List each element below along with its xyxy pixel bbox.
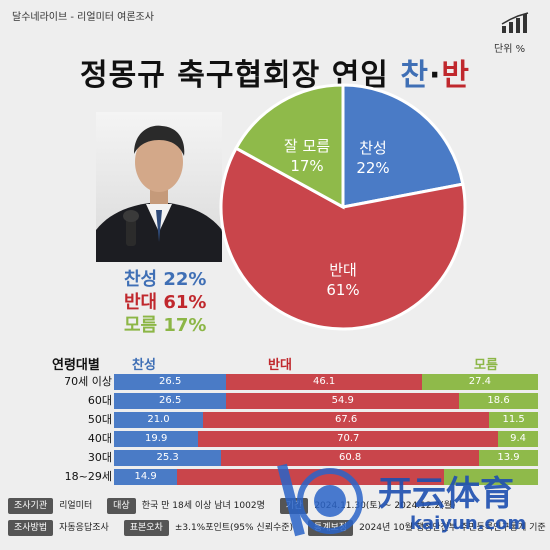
bar-segment-unk: 11.5 xyxy=(489,412,538,428)
bar-chart-icon xyxy=(501,12,529,33)
pie-slice-label: 반대 xyxy=(329,261,357,279)
age-label: 18~29세 xyxy=(64,470,112,483)
age-label: 70세 이상 xyxy=(64,375,112,388)
pie-slice-value: 17% xyxy=(290,157,323,175)
summary-block: 찬성 22% 반대 61% 모름 17% xyxy=(124,268,206,337)
pie-slice-label: 찬성 xyxy=(359,139,387,157)
bar-segment-con: 54.9 xyxy=(226,393,460,409)
portrait-photo xyxy=(96,112,222,262)
title-separator: · xyxy=(428,58,442,93)
age-label: 40대 xyxy=(87,432,112,445)
watermark-logo: 开云体育 kaiyun.com xyxy=(277,463,526,537)
pie-slice-value: 61% xyxy=(326,281,359,299)
age-row: 50대 21.0 67.6 11.5 xyxy=(0,412,550,428)
series-header-con: 반대 xyxy=(268,358,292,373)
age-row: 40대 19.9 70.7 9.4 xyxy=(0,431,550,447)
pie-slice-label: 잘 모름 xyxy=(284,137,330,155)
footer-value: 2024년 10월 행정안전부 주민등록인구통계 기준 xyxy=(359,523,546,533)
summary-unknown: 모름 17% xyxy=(124,315,207,336)
footer-value: 한국 만 18세 이상 남녀 1002명 xyxy=(141,501,265,511)
unit-label: 단위 % xyxy=(494,44,526,55)
bar-segment-pro: 21.0 xyxy=(114,412,203,428)
bar-segment-pro: 26.5 xyxy=(114,374,227,390)
age-group-header: 연령대별 xyxy=(52,358,100,373)
summary-con: 반대 61% xyxy=(124,292,207,313)
bar-track: 19.9 70.7 9.4 xyxy=(114,431,538,447)
bar-segment-pro: 19.9 xyxy=(114,431,199,447)
bar-segment-unk: 18.6 xyxy=(459,393,538,409)
bar-segment-pro: 14.9 xyxy=(114,469,178,485)
title-pro-word: 찬 xyxy=(400,58,429,93)
title-con-word: 반 xyxy=(441,58,470,93)
bar-segment-unk: 13.9 xyxy=(479,450,538,466)
footer-value: 리얼미터 xyxy=(59,501,93,511)
age-label: 50대 xyxy=(87,413,112,426)
footer-tag: 조사방법 xyxy=(8,520,54,536)
bar-segment-con: 60.8 xyxy=(221,450,480,466)
footer-value: 자동응답조사 xyxy=(59,523,109,533)
bar-segment-unk xyxy=(444,469,538,485)
source-line: 달수네라이브 - 리얼미터 여론조사 xyxy=(12,12,154,23)
age-row: 30대 25.3 60.8 13.9 xyxy=(0,450,550,466)
age-label: 60대 xyxy=(87,394,112,407)
bar-segment-con: 70.7 xyxy=(198,431,499,447)
bar-segment-con: 67.6 xyxy=(202,412,490,428)
footer-value: ±3.1%포인트(95% 신뢰수준) xyxy=(174,523,294,533)
bar-segment-pro: 25.3 xyxy=(114,450,222,466)
series-header-unknown: 모름 xyxy=(474,358,498,373)
pie-slice-2 xyxy=(234,83,345,210)
bar-segment-unk: 27.4 xyxy=(421,374,538,390)
pie-slice-0 xyxy=(341,83,465,209)
pie-slice-value: 22% xyxy=(356,159,389,177)
series-header-pro: 찬성 xyxy=(132,358,156,373)
age-label: 30대 xyxy=(87,451,112,464)
footer-tag: 표본오차 xyxy=(123,520,169,536)
age-row: 70세 이상 26.5 46.1 27.4 xyxy=(0,374,550,390)
age-row: 60대 26.5 54.9 18.6 xyxy=(0,393,550,409)
watermark-brand: 开云体育 xyxy=(378,474,514,514)
footer-tag: 대상 xyxy=(107,498,136,514)
watermark-url: kaiyun.com xyxy=(410,513,526,534)
bar-track: 21.0 67.6 11.5 xyxy=(114,412,538,428)
footer-tag: 조사기관 xyxy=(8,498,54,514)
bar-segment-pro: 26.5 xyxy=(114,393,227,409)
pie-slice-1 xyxy=(219,146,467,331)
footer-value: 2024.11.30(토) ~ 2024.12.2(월) xyxy=(314,501,456,511)
bar-track: 25.3 60.8 13.9 xyxy=(114,450,538,466)
bar-segment-unk: 9.4 xyxy=(498,431,538,447)
bar-track: 26.5 54.9 18.6 xyxy=(114,393,538,409)
bar-segment-con: 46.1 xyxy=(226,374,422,390)
summary-pro: 찬성 22% xyxy=(124,269,207,290)
bar-track: 26.5 46.1 27.4 xyxy=(114,374,538,390)
